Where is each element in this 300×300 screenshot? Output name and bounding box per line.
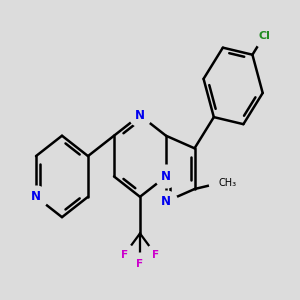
Point	[34, 194, 38, 199]
Text: F: F	[121, 250, 128, 260]
Point	[138, 113, 142, 118]
Point	[138, 262, 142, 266]
Text: Cl: Cl	[258, 31, 270, 41]
Point	[216, 181, 220, 186]
Text: N: N	[31, 190, 41, 203]
Point	[164, 174, 168, 179]
Text: N: N	[161, 170, 171, 183]
Text: F: F	[136, 259, 144, 269]
Text: N: N	[161, 195, 171, 208]
Point	[164, 199, 168, 204]
Text: CH₃: CH₃	[218, 178, 236, 188]
Point	[262, 34, 266, 38]
Text: F: F	[152, 250, 160, 260]
Point	[154, 253, 158, 257]
Text: N: N	[135, 109, 145, 122]
Point	[122, 253, 127, 257]
